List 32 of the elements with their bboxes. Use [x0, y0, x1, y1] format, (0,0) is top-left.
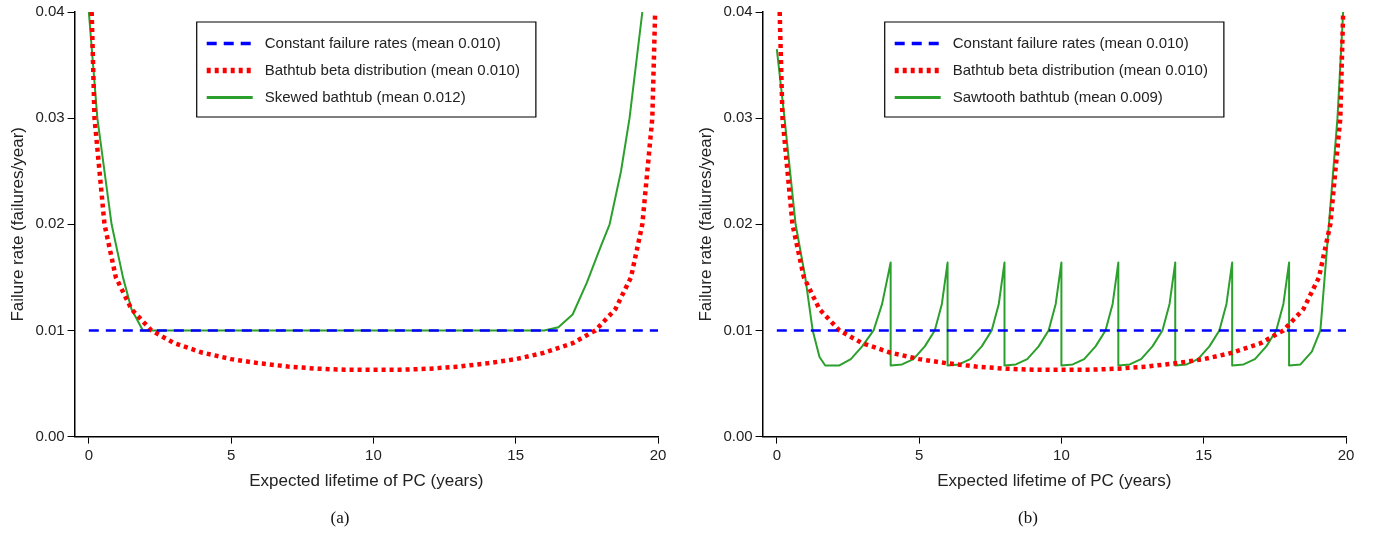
x-tick-label: 20: [1337, 445, 1355, 463]
y-axis-title: Failure rate (failures/year): [7, 126, 27, 322]
text: (a): [329, 508, 351, 528]
y-tick-label: 0.02: [723, 214, 753, 232]
legend-label: Bathtub beta distribution (mean 0.010): [264, 60, 520, 78]
legend-label: Constant failure rates (mean 0.010): [264, 33, 501, 51]
text: (b): [1017, 508, 1039, 528]
x-tick-label: 0: [772, 445, 781, 463]
x-tick-label: 20: [649, 445, 667, 463]
legend-label: Bathtub beta distribution (mean 0.010): [952, 60, 1208, 78]
x-tick-label: 10: [1053, 445, 1070, 463]
legend-label: Skewed bathtub (mean 0.012): [264, 87, 466, 105]
y-tick-label: 0.01: [35, 320, 65, 338]
y-tick-label: 0.02: [35, 214, 65, 232]
y-tick-label: 0.00: [723, 426, 753, 444]
y-tick-label: 0.03: [723, 108, 753, 126]
legend-label: Constant failure rates (mean 0.010): [952, 33, 1189, 51]
y-tick-label: 0.00: [35, 426, 65, 444]
x-axis-title: Expected lifetime of PC (years): [249, 471, 484, 491]
y-axis-title: Failure rate (failures/year): [695, 126, 715, 322]
x-axis-title: Expected lifetime of PC (years): [937, 471, 1172, 491]
x-tick-label: 5: [226, 445, 236, 463]
x-tick-label: 15: [1195, 445, 1213, 463]
x-tick-label: 5: [914, 445, 924, 463]
y-tick-label: 0.04: [723, 2, 753, 20]
legend-label: Sawtooth bathtub (mean 0.009): [952, 87, 1163, 105]
y-tick-label: 0.01: [723, 320, 753, 338]
y-tick-label: 0.04: [35, 2, 65, 20]
x-tick-label: 15: [507, 445, 525, 463]
x-tick-label: 0: [84, 445, 93, 463]
x-tick-label: 10: [365, 445, 382, 463]
y-tick-label: 0.03: [35, 108, 65, 126]
